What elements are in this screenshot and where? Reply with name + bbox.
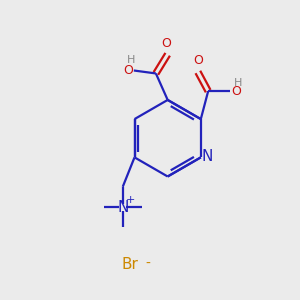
Text: O: O: [232, 85, 242, 98]
Text: Br: Br: [121, 257, 138, 272]
Text: O: O: [161, 37, 171, 50]
Text: +: +: [125, 195, 135, 205]
Text: -: -: [146, 256, 151, 270]
Text: H: H: [234, 78, 243, 88]
Text: O: O: [123, 64, 133, 77]
Text: N: N: [202, 149, 213, 164]
Text: N: N: [117, 200, 128, 215]
Text: O: O: [193, 54, 203, 67]
Text: H: H: [127, 55, 135, 65]
